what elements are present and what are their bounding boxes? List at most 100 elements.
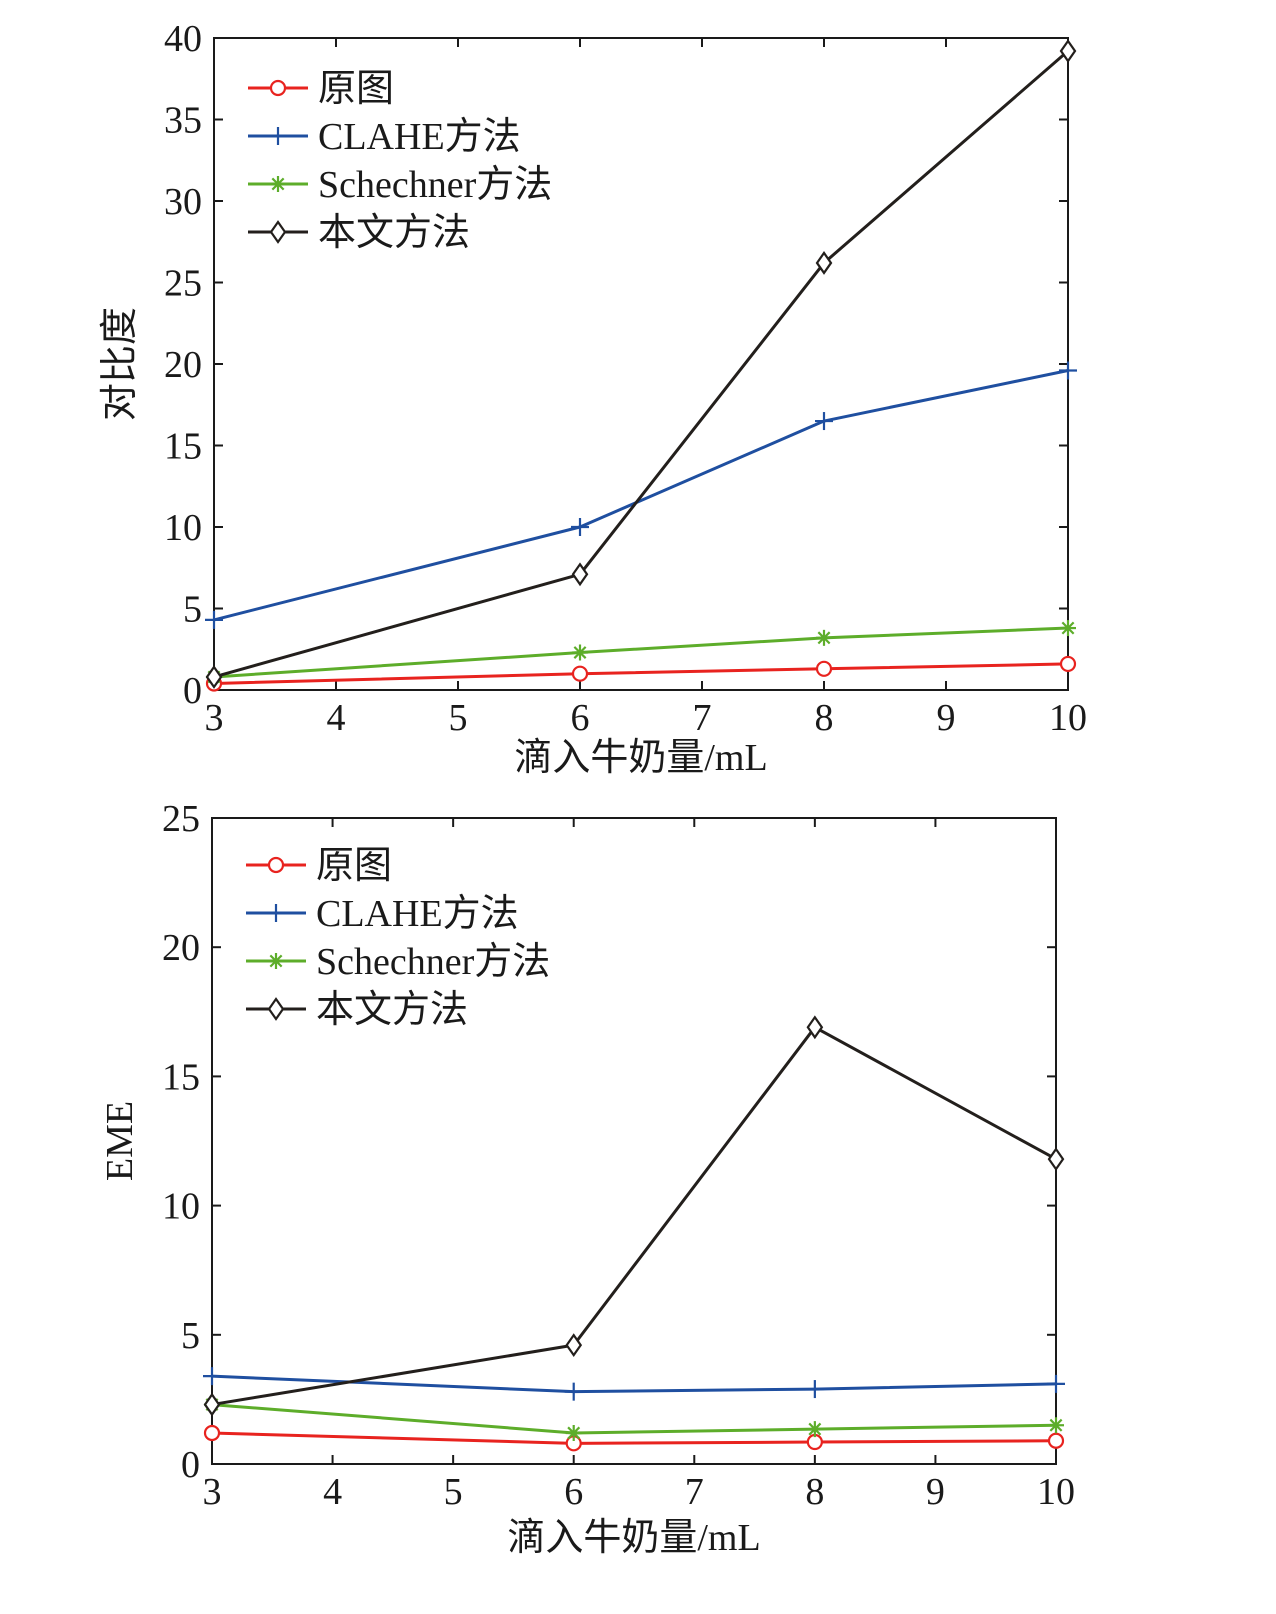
- chart2-data-point: [203, 1367, 221, 1386]
- chart1-data-point: [1059, 655, 1077, 673]
- chart1-y-axis-title: 对比度: [99, 307, 141, 421]
- chart2-data-point-shape: [1047, 1432, 1065, 1449]
- chart2-data-point-shape: [203, 1424, 221, 1442]
- chart2-data-point: [806, 1421, 823, 1438]
- chart2-data-point: [806, 1433, 823, 1451]
- chart2-y-tick-label: 20: [162, 927, 200, 969]
- chart1-data-point: [1059, 361, 1077, 380]
- chart2-data-point-d: [808, 1422, 822, 1436]
- chart2-legend-label: 原图: [316, 845, 392, 887]
- chart2-data-point-shape: [1047, 1147, 1065, 1172]
- chart2-data-point-d: [567, 1426, 581, 1440]
- chart2-x-tick-label: 5: [444, 1471, 463, 1513]
- chart1-series-1: [205, 655, 1077, 692]
- chart1-data-point: [571, 518, 589, 536]
- chart1-x-tick-label: 6: [571, 697, 590, 739]
- chart2-legend-marker-shape: [267, 856, 285, 874]
- chart1-series-3: [206, 620, 1076, 685]
- chart2: 3 4 5 6 7 8 9 10 0 5 10 15 20 25 滴入牛奶量/mL EME 原图 CLAHE方法 S…: [99, 798, 1075, 1559]
- chart1-data-point-shape: [815, 251, 833, 275]
- chart2-data-point-shape: [565, 1333, 583, 1358]
- chart2-legend-label: CLAHE方法: [316, 893, 519, 935]
- chart1-series-2: [205, 361, 1077, 629]
- chart1-x-tick-label: 7: [693, 697, 712, 739]
- chart2-legend-marker-d: [269, 954, 283, 968]
- chart2-data-point: [203, 1424, 221, 1442]
- chart2-plot-frame: [211, 817, 1057, 1465]
- chart1-legend-label: Schechner方法: [318, 164, 552, 206]
- chart1-data-point-d: [817, 631, 831, 645]
- chart1-data-point: [1060, 620, 1076, 637]
- chart2-data-point: [564, 1382, 583, 1401]
- chart1-legend-label: 原图: [318, 68, 394, 110]
- chart2-x-tick-label: 9: [926, 1471, 945, 1513]
- chart2-y-tick-label: 10: [162, 1186, 200, 1228]
- chart2-data-point-shape: [203, 1392, 221, 1417]
- chart1-x-tick-label: 4: [327, 697, 346, 739]
- chart1-legend-marker: [269, 79, 287, 97]
- chart2-data-point-shape: [806, 1433, 823, 1451]
- chart1-y-tick-label: 35: [164, 100, 202, 142]
- chart2-y-axis-title: EME: [99, 1101, 141, 1181]
- chart1-data-point: [205, 665, 223, 689]
- chart1-legend-marker-shape: [269, 220, 287, 244]
- chart1-x-tick-label: 8: [815, 697, 834, 739]
- chart1-series-line: [213, 662, 1069, 685]
- chart1-y-tick-label: 10: [164, 507, 202, 549]
- chart1-legend-marker: [269, 127, 287, 145]
- chart1-data-point: [815, 660, 833, 677]
- chart2-data-point-d: [1049, 1418, 1063, 1432]
- chart1-data-point-shape: [571, 665, 589, 682]
- chart2-legend-marker: [267, 904, 285, 922]
- chart1-x-tick-label: 5: [449, 697, 468, 739]
- chart1-y-tick-label: 25: [164, 263, 202, 305]
- chart1-legend-marker-shape: [269, 79, 287, 97]
- chart1-legend-marker-d: [271, 177, 285, 191]
- chart1-data-point: [571, 562, 589, 587]
- chart1-data-point: [572, 644, 588, 661]
- chart1-y-tick-label: 30: [164, 181, 202, 223]
- chart2-legend-label: 本文方法: [316, 989, 468, 1031]
- chart2-y-tick-label: 5: [181, 1315, 200, 1357]
- chart1-x-tick-label: 9: [937, 697, 956, 739]
- chart2-x-tick-label: 8: [805, 1471, 824, 1513]
- chart2-series-line: [211, 1431, 1057, 1445]
- chart2-data-point-shape: [806, 1015, 824, 1040]
- chart1-y-tick-label: 0: [183, 670, 202, 712]
- chart2-series-2: [203, 1367, 1065, 1401]
- chart2-series-3: [204, 1396, 1064, 1441]
- chart1-x-tick-label: 10: [1049, 697, 1087, 739]
- chart2-data-point: [806, 1015, 824, 1040]
- chart1-data-point-d: [573, 646, 587, 659]
- chart2-series-line: [211, 1374, 1057, 1394]
- chart2-y-tick-label: 0: [181, 1444, 200, 1486]
- chart1-data-point-shape: [1059, 655, 1077, 673]
- chart1-data-point-shape: [571, 562, 589, 587]
- chart1-data-point-shape: [815, 660, 833, 677]
- chart1-y-tick-label: 15: [164, 426, 202, 468]
- chart1-x-axis-title: 滴入牛奶量/mL: [514, 737, 767, 779]
- chart2-data-point: [203, 1392, 221, 1417]
- chart1-series-4: [205, 39, 1077, 689]
- chart2-series-4: [203, 1015, 1065, 1417]
- chart1-y-tick-label: 40: [164, 18, 202, 60]
- chart2-data-point: [565, 1333, 583, 1358]
- chart2-x-tick-label: 6: [564, 1471, 583, 1513]
- chart2-y-tick-label: 15: [162, 1056, 200, 1098]
- chart1-data-point: [815, 412, 833, 431]
- chart2-legend-label: Schechner方法: [316, 941, 550, 983]
- chart2-x-tick-label: 7: [685, 1471, 704, 1513]
- chart1-data-point: [571, 665, 589, 682]
- chart2-y-tick-label: 25: [162, 798, 200, 840]
- chart1-series-line: [213, 49, 1069, 679]
- chart2-data-point: [805, 1380, 824, 1399]
- chart1-legend-label: 本文方法: [318, 212, 470, 254]
- chart1-data-point: [816, 629, 832, 646]
- chart1-y-tick-label: 20: [164, 344, 202, 386]
- chart2-legend-marker: [267, 997, 285, 1021]
- chart2-data-point: [565, 1424, 582, 1441]
- chart2-legend-marker-shape: [267, 997, 285, 1021]
